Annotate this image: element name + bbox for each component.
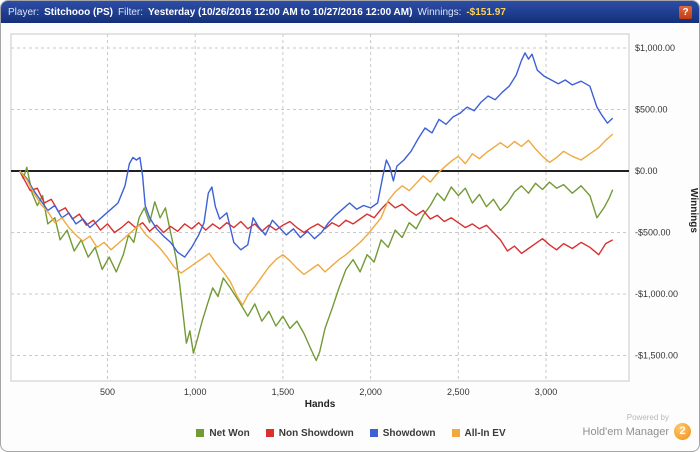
winnings-label: Winnings: xyxy=(417,6,462,18)
legend-item-showdown: Showdown xyxy=(369,427,436,439)
svg-text:1,000: 1,000 xyxy=(184,387,207,397)
legend-label: Showdown xyxy=(382,427,436,439)
chart-area: 500 1,000 1,500 2,000 2,500 3,000 $1,000.00 $50… xyxy=(1,23,699,451)
svg-text:$500.00: $500.00 xyxy=(635,105,668,115)
all-in-ev-swatch-icon xyxy=(451,429,460,437)
player-value: Stitchooo (PS) xyxy=(44,6,114,18)
brand-name: Hold'em Manager xyxy=(582,425,669,438)
svg-text:-$500.00: -$500.00 xyxy=(635,228,671,238)
legend-label: Net Won xyxy=(209,427,250,439)
player-label: Player: xyxy=(8,6,40,18)
header-bar: Player: Stitchooo (PS) Filter: Yesterday… xyxy=(1,1,699,23)
branding: Powered by Hold'em Manager 2 xyxy=(583,413,691,440)
svg-text:500: 500 xyxy=(100,387,115,397)
y-axis-title: Winnings xyxy=(688,188,699,233)
winnings-line-chart: 500 1,000 1,500 2,000 2,500 3,000 $1,000.00 $50… xyxy=(10,33,678,397)
winnings-value: -$151.97 xyxy=(466,6,506,18)
svg-text:$1,000.00: $1,000.00 xyxy=(635,43,675,53)
svg-text:3,000: 3,000 xyxy=(535,387,558,397)
net-won-swatch-icon xyxy=(196,429,205,437)
svg-text:-$1,500.00: -$1,500.00 xyxy=(635,351,678,361)
legend-label: All-In EV xyxy=(464,427,506,439)
svg-text:1,500: 1,500 xyxy=(272,387,295,397)
filter-label: Filter: xyxy=(118,6,144,18)
powered-by-text: Powered by xyxy=(626,413,669,422)
legend-label: Non Showdown xyxy=(278,427,354,439)
legend-item-net-won: Net Won xyxy=(196,427,250,439)
chart-legend: Net Won Non Showdown Showdown All-In EV xyxy=(1,425,699,441)
showdown-swatch-icon xyxy=(369,429,378,437)
filter-value: Yesterday (10/26/2016 12:00 AM to 10/27/… xyxy=(148,6,413,18)
non-showdown-swatch-icon xyxy=(265,429,274,437)
legend-item-non-showdown: Non Showdown xyxy=(265,427,354,439)
legend-item-all-in-ev: All-In EV xyxy=(451,427,506,439)
svg-text:$0.00: $0.00 xyxy=(635,166,658,176)
hm2-logo-icon: 2 xyxy=(674,423,691,440)
svg-text:2,000: 2,000 xyxy=(359,387,382,397)
svg-text:2,500: 2,500 xyxy=(447,387,470,397)
svg-text:-$1,000.00: -$1,000.00 xyxy=(635,289,678,299)
help-icon[interactable]: ? xyxy=(679,5,692,19)
x-axis-title: Hands xyxy=(304,399,336,410)
